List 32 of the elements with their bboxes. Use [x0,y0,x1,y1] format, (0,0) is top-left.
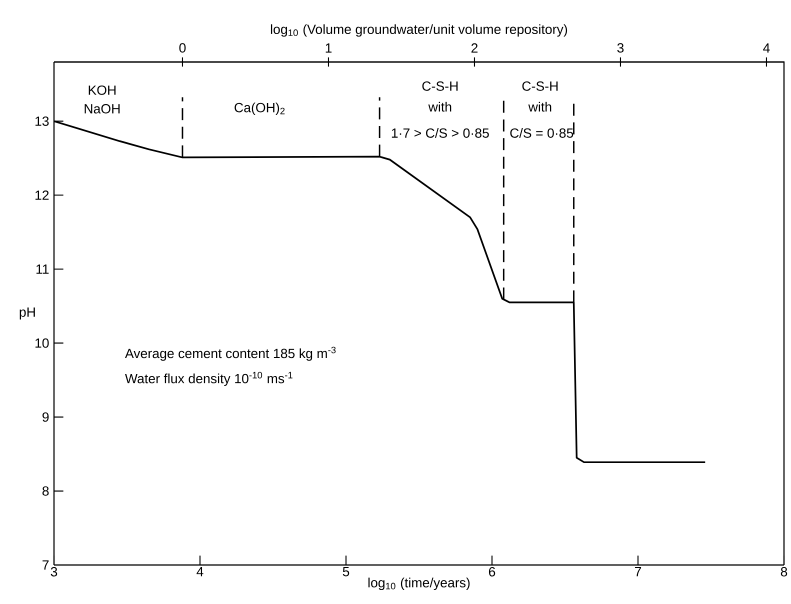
x-tick-label: 7 [634,567,642,576]
annotation: C-S-H [522,81,558,91]
y-tick-label: 12 [35,190,49,200]
x2-tick-label: 1 [326,43,332,53]
annotation: KOH [88,85,116,95]
y-tick-label: 11 [36,264,49,274]
x-axis-title: log$_{10}$ (time/years) [368,578,470,590]
x-tick-label: 4 [196,567,204,576]
x-tick-label: 3 [50,567,58,576]
x2-axis-title: log$_{10}$ (Volume groundwater/unit volume repository) [270,24,568,37]
annotation: 1·7 > C/S > 0·85 [392,128,489,138]
annotation: NaOH [84,104,120,114]
annotation: Average cement content 185 kg m$^{-3}$ [124,346,336,361]
x-tick-label: 5 [342,567,350,576]
annotation: Water flux density 10$^{-10}$ ms$^{-1}$ [125,372,292,386]
annotation: C-S-H [422,81,458,91]
y-tick-label: 8 [42,486,49,496]
annotation: with [428,102,452,112]
y-tick-label: 7 [42,560,49,570]
y-tick-label: 10 [35,338,49,348]
annotation: with [528,102,552,112]
annotation: C/S = 0·85 [510,128,574,138]
x-tick-label: 8 [780,567,788,576]
y-axis-title: pH [20,308,35,320]
y-tick-label: 9 [42,412,49,422]
x2-tick-label: 3 [617,43,624,53]
y-tick-label: 13 [35,116,49,126]
x2-tick-label: 0 [179,43,186,53]
x-tick-label: 6 [488,567,496,576]
x2-tick-label: 2 [471,43,478,53]
x2-tick-label: 4 [763,43,770,53]
annotation: Ca(OH)$_{2}$ [234,102,285,115]
